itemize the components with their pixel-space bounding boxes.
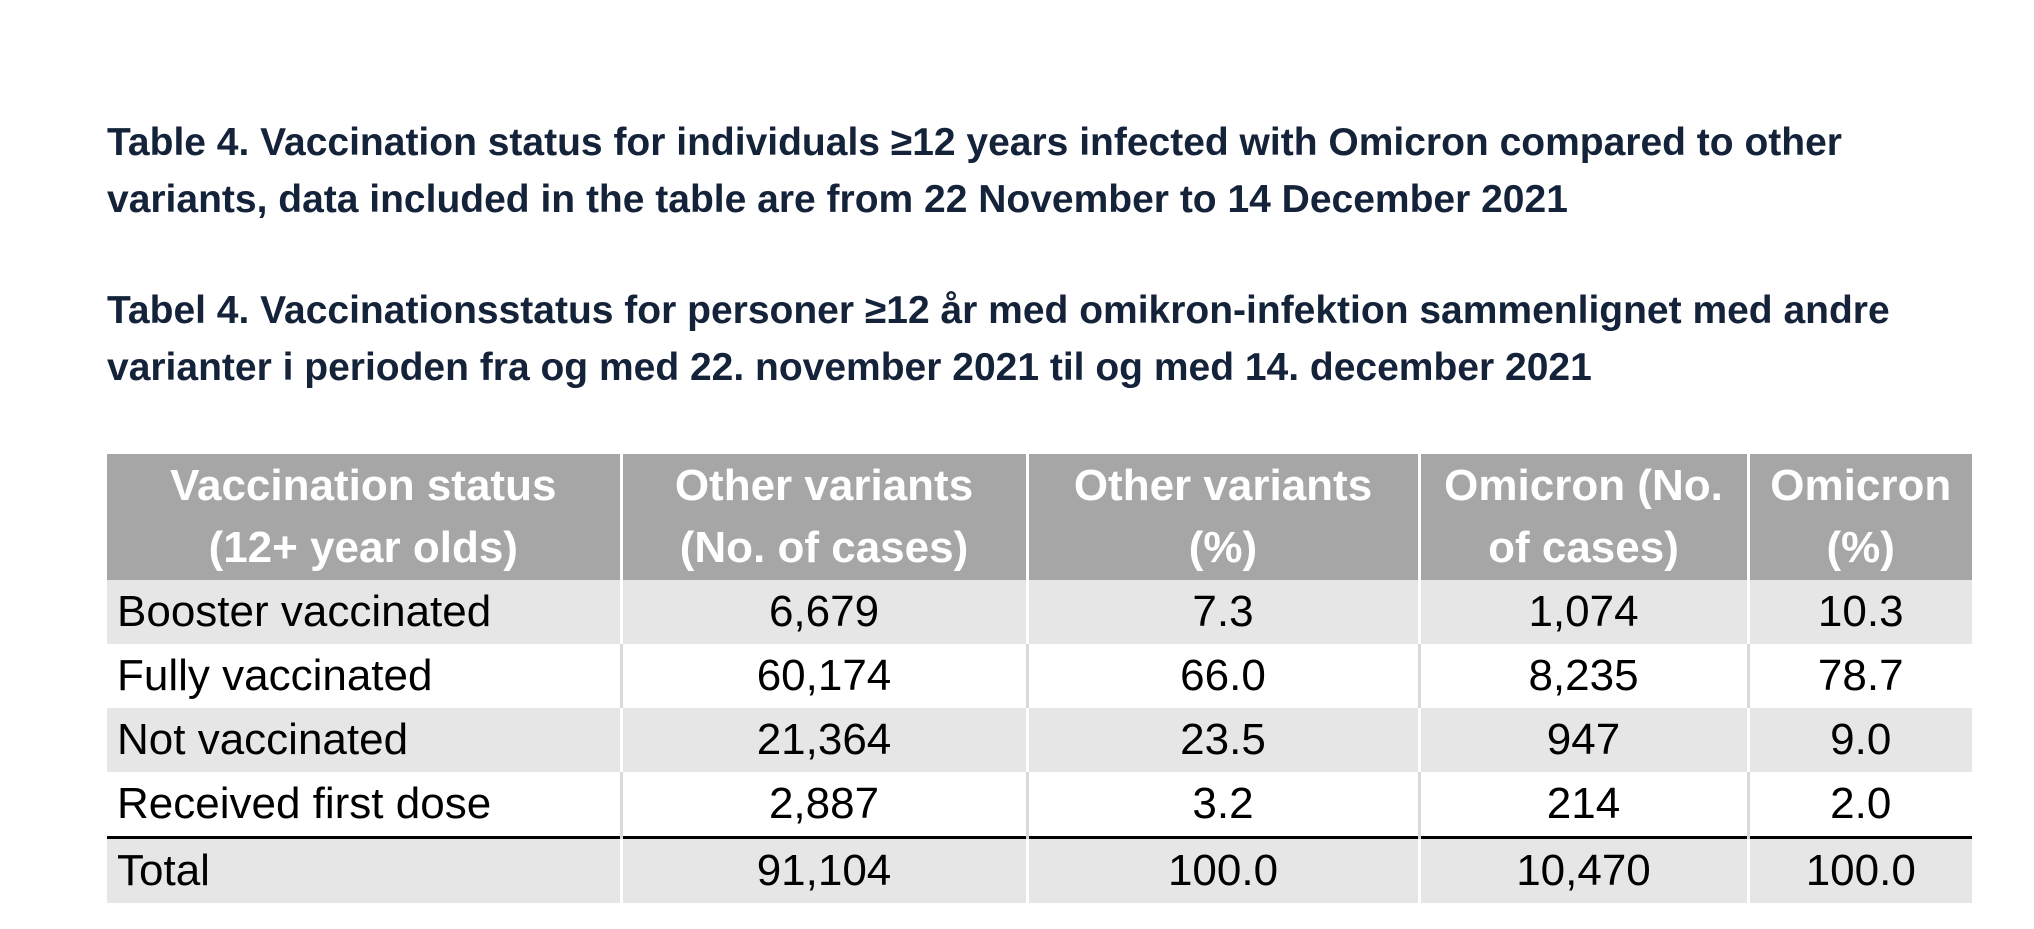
- table-row: Fully vaccinated 60,174 66.0 8,235 78.7: [107, 644, 1972, 708]
- cell: 91,104: [619, 836, 1027, 903]
- header-cell: Omicron (%): [1746, 454, 1972, 580]
- cell: 8,235: [1417, 644, 1748, 708]
- cell: 6,679: [619, 580, 1027, 644]
- table-row: Total 91,104 100.0 10,470 100.0: [107, 836, 1972, 903]
- header-cell: Other variants (No. of cases): [619, 454, 1027, 580]
- cell: 21,364: [619, 708, 1027, 772]
- cell: 3.2: [1025, 772, 1419, 838]
- row-label: Received first dose: [107, 772, 621, 838]
- cell: 2.0: [1746, 772, 1972, 838]
- header-cell: Other variants (%): [1025, 454, 1419, 580]
- header-row: Vaccination status (12+ year olds) Other …: [107, 454, 1972, 580]
- cell: 78.7: [1746, 644, 1972, 708]
- cell: 1,074: [1417, 580, 1748, 644]
- row-label: Total: [107, 836, 621, 903]
- cell: 60,174: [619, 644, 1027, 708]
- cell: 2,887: [619, 772, 1027, 838]
- cell: 214: [1417, 772, 1748, 838]
- cell: 10,470: [1417, 836, 1748, 903]
- header-cell: Omicron (No. of cases): [1417, 454, 1748, 580]
- row-label: Not vaccinated: [107, 708, 621, 772]
- title-danish: Tabel 4. Vaccinationsstatus for personer…: [107, 289, 1890, 389]
- table-row: Booster vaccinated 6,679 7.3 1,074 10.3: [107, 580, 1972, 644]
- row-label: Booster vaccinated: [107, 580, 621, 644]
- row-label: Fully vaccinated: [107, 644, 621, 708]
- header-cell: Vaccination status (12+ year olds): [107, 454, 621, 580]
- cell: 23.5: [1025, 708, 1419, 772]
- cell: 7.3: [1025, 580, 1419, 644]
- table-row: Not vaccinated 21,364 23.5 947 9.0: [107, 708, 1972, 772]
- table-row: Received first dose 2,887 3.2 214 2.0: [107, 772, 1972, 838]
- cell: 66.0: [1025, 644, 1419, 708]
- cell: 947: [1417, 708, 1748, 772]
- cell: 100.0: [1746, 836, 1972, 903]
- cell: 10.3: [1746, 580, 1972, 644]
- cell: 9.0: [1746, 708, 1972, 772]
- table: Vaccination status (12+ year olds) Other …: [107, 454, 1972, 903]
- title-english: Table 4. Vaccination status for individu…: [107, 121, 1842, 221]
- cell: 100.0: [1025, 836, 1419, 903]
